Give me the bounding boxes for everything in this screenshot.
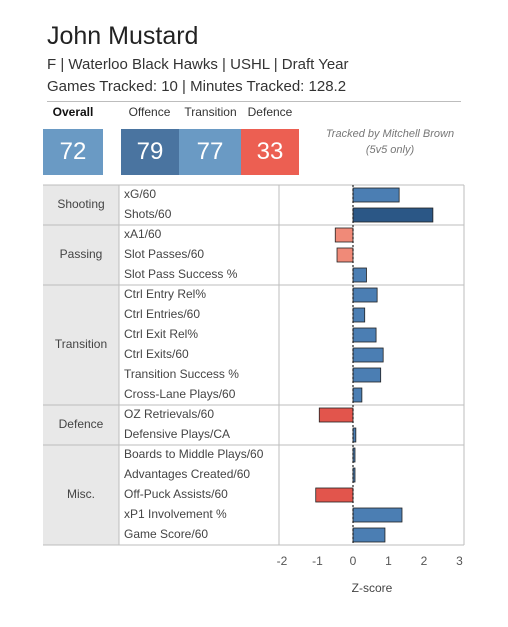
overall-label: Overall [52, 105, 94, 119]
group-column-background [43, 185, 119, 545]
bar [352, 207, 434, 223]
group-label-transition: Transition [55, 337, 107, 351]
bar [352, 347, 384, 363]
x-tick-label: 2 [421, 554, 428, 568]
metric-label: Slot Passes/60 [124, 247, 204, 261]
offence-label: Offence [128, 105, 171, 119]
metric-label: xA1/60 [124, 227, 162, 241]
metric-label: Slot Pass Success % [124, 267, 238, 281]
overall-score-tile: 72 [43, 129, 103, 175]
transition-label: Transition [184, 105, 237, 119]
metric-label: Ctrl Entries/60 [124, 307, 200, 321]
x-tick-label: -2 [277, 554, 288, 568]
bar [352, 327, 377, 343]
metric-label: Cross-Lane Plays/60 [124, 387, 236, 401]
metric-label: Game Score/60 [124, 527, 208, 541]
tracked-by-name: Tracked by Mitchell Brown [325, 128, 455, 140]
metric-label: Advantages Created/60 [124, 467, 250, 481]
group-label-shooting: Shooting [57, 197, 104, 211]
bar [315, 487, 354, 503]
metric-label: Ctrl Entry Rel% [124, 287, 206, 301]
metric-label: OZ Retrievals/60 [124, 407, 214, 421]
tracking-info: Games Tracked: 10 | Minutes Tracked: 128… [47, 78, 347, 95]
header-divider [47, 101, 461, 102]
bar [334, 227, 354, 243]
bar [352, 507, 403, 523]
bar [336, 247, 354, 263]
tracked-by-note: Tracked by Mitchell Brown (5v5 only) [310, 126, 470, 158]
x-tick-label: 3 [456, 554, 463, 568]
metric-label: Ctrl Exits/60 [124, 347, 189, 361]
x-tick-label: 0 [350, 554, 357, 568]
x-tick-label: 1 [385, 554, 392, 568]
player-name: John Mustard [47, 22, 199, 50]
defence-score-tile: 33 [241, 129, 299, 175]
tracked-by-scope: (5v5 only) [365, 144, 415, 156]
metric-label: Shots/60 [124, 207, 172, 221]
bar [352, 387, 363, 403]
bar [352, 307, 366, 323]
metric-label: xG/60 [124, 187, 156, 201]
group-label-misc: Misc. [67, 487, 95, 501]
x-axis-label: Z-score [352, 581, 393, 595]
metric-label: Off-Puck Assists/60 [124, 487, 228, 501]
group-label-passing: Passing [60, 247, 103, 261]
metric-label: xP1 Involvement % [124, 507, 227, 521]
bar [352, 527, 386, 543]
offence-score-tile: 79 [121, 129, 179, 175]
bar [352, 187, 400, 203]
group-label-defence: Defence [59, 417, 104, 431]
metric-label: Boards to Middle Plays/60 [124, 447, 264, 461]
x-tick-label: -1 [312, 554, 323, 568]
bar [352, 267, 367, 283]
player-info: F | Waterloo Black Hawks | USHL | Draft … [47, 56, 349, 73]
metric-label: Transition Success % [124, 367, 239, 381]
bar [352, 287, 378, 303]
bar [352, 367, 382, 383]
metric-label: Defensive Plays/CA [124, 427, 230, 441]
transition-score-tile: 77 [179, 129, 241, 175]
bar [318, 407, 354, 423]
metric-label: Ctrl Exit Rel% [124, 327, 198, 341]
defence-label: Defence [247, 105, 293, 119]
